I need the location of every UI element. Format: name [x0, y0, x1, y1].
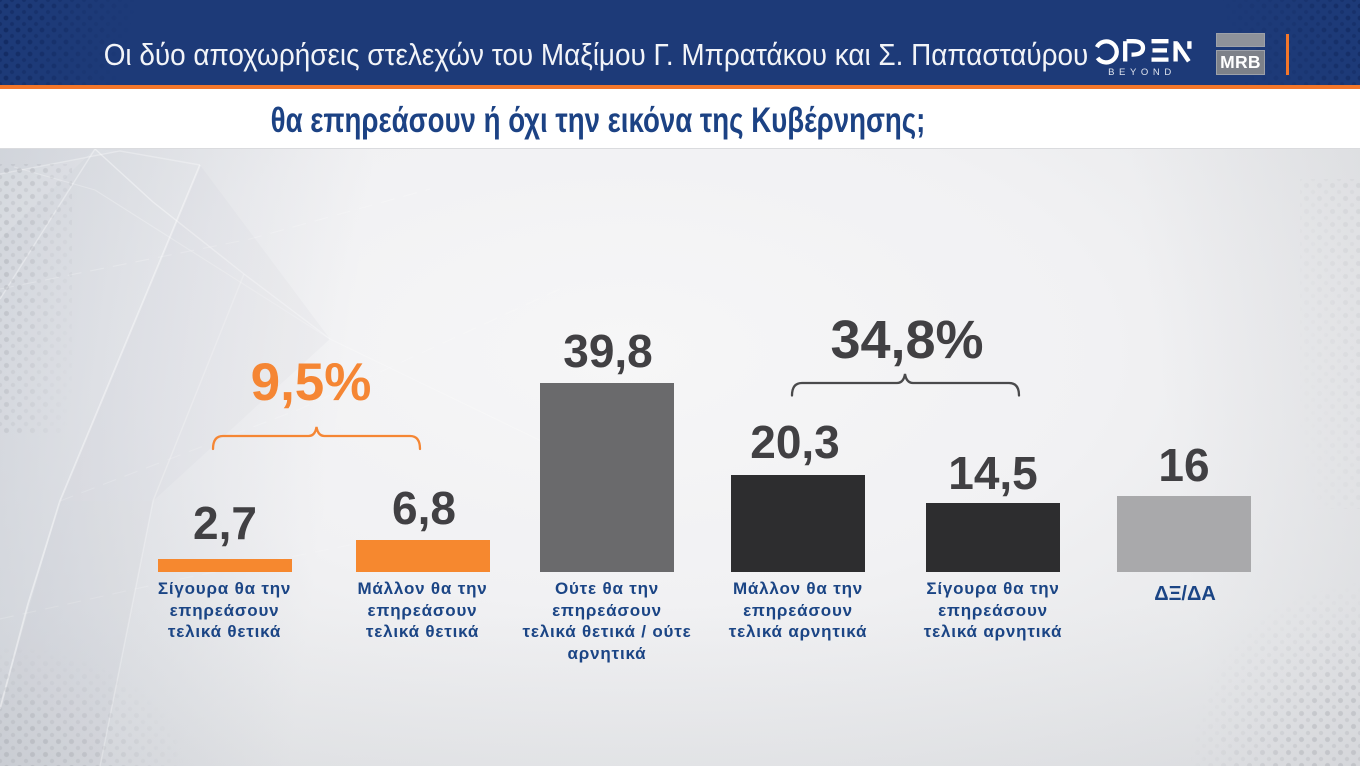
svg-text:BEYOND: BEYOND [1108, 67, 1176, 78]
